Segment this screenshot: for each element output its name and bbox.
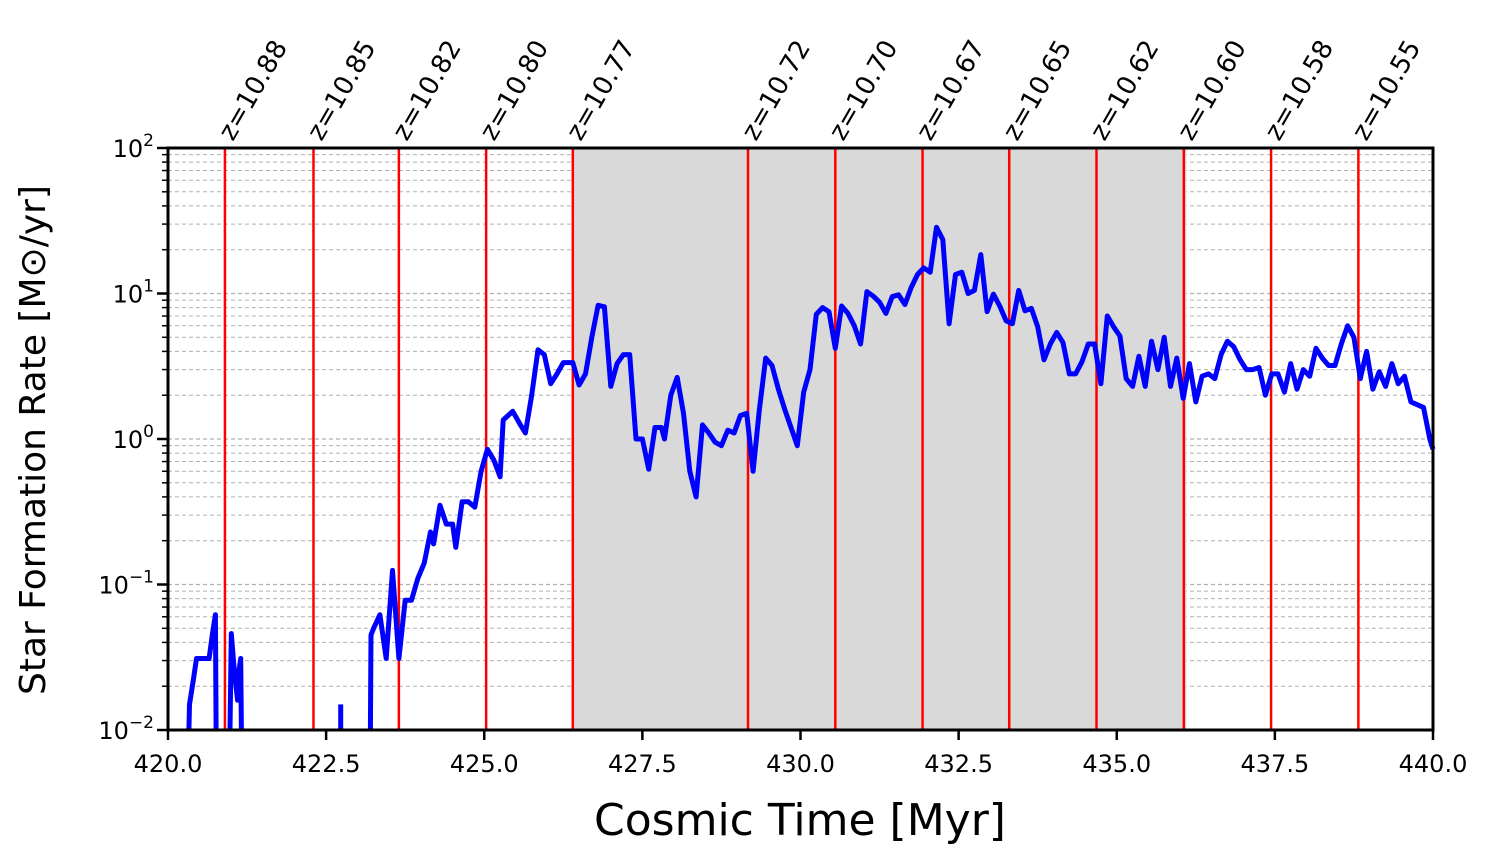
redshift-label: z=10.88 bbox=[213, 35, 294, 145]
x-tick-label: 430.0 bbox=[766, 750, 835, 778]
sfr-line bbox=[227, 631, 244, 731]
x-tick-label: 422.5 bbox=[292, 750, 361, 778]
redshift-label: z=10.80 bbox=[474, 35, 555, 145]
x-tick-label: 425.0 bbox=[450, 750, 519, 778]
y-tick-label: 100 bbox=[113, 422, 154, 454]
x-tick-label: 420.0 bbox=[134, 750, 203, 778]
redshift-label: z=10.77 bbox=[561, 35, 642, 145]
redshift-label: z=10.55 bbox=[1346, 35, 1427, 145]
y-ticks: 10−2 10−1 100 101 102 bbox=[98, 131, 168, 745]
redshift-markers bbox=[223, 148, 1360, 730]
redshift-label: z=10.72 bbox=[736, 35, 817, 145]
x-tick-label: 440.0 bbox=[1399, 750, 1468, 778]
sfr-line bbox=[186, 612, 219, 731]
x-tick-label: 435.0 bbox=[1082, 750, 1151, 778]
x-tick-label: 437.5 bbox=[1241, 750, 1310, 778]
shaded-span bbox=[572, 148, 1187, 730]
redshift-label: z=10.60 bbox=[1172, 35, 1253, 145]
redshift-label: z=10.67 bbox=[911, 35, 992, 145]
shaded-region bbox=[572, 148, 1187, 730]
y-tick-label: 101 bbox=[113, 277, 154, 309]
redshift-label: z=10.85 bbox=[302, 35, 383, 145]
sfr-line bbox=[367, 224, 1436, 731]
y-axis-label: Star Formation Rate [M⊙/yr] bbox=[13, 185, 54, 695]
redshift-label: z=10.62 bbox=[1085, 35, 1166, 145]
x-axis-label: Cosmic Time [Myr] bbox=[594, 795, 1006, 846]
redshift-label: z=10.82 bbox=[387, 35, 468, 145]
redshift-labels: z=10.88 z=10.85 z=10.82 z=10.80 z=10.77 z=10.… bbox=[213, 35, 1427, 145]
x-tick-label: 427.5 bbox=[608, 750, 677, 778]
redshift-label: z=10.70 bbox=[823, 35, 904, 145]
redshift-label: z=10.65 bbox=[997, 35, 1078, 145]
x-tick-label: 432.5 bbox=[924, 750, 993, 778]
redshift-label: z=10.58 bbox=[1259, 35, 1340, 145]
y-tick-label: 10−2 bbox=[98, 713, 154, 745]
series-layer bbox=[186, 224, 1436, 731]
y-tick-label: 10−1 bbox=[98, 568, 154, 600]
x-ticks: 420.0 422.5 425.0 427.5 430.0 432.5 435.0 437.5… bbox=[134, 730, 1468, 778]
y-tick-label: 102 bbox=[113, 131, 154, 163]
